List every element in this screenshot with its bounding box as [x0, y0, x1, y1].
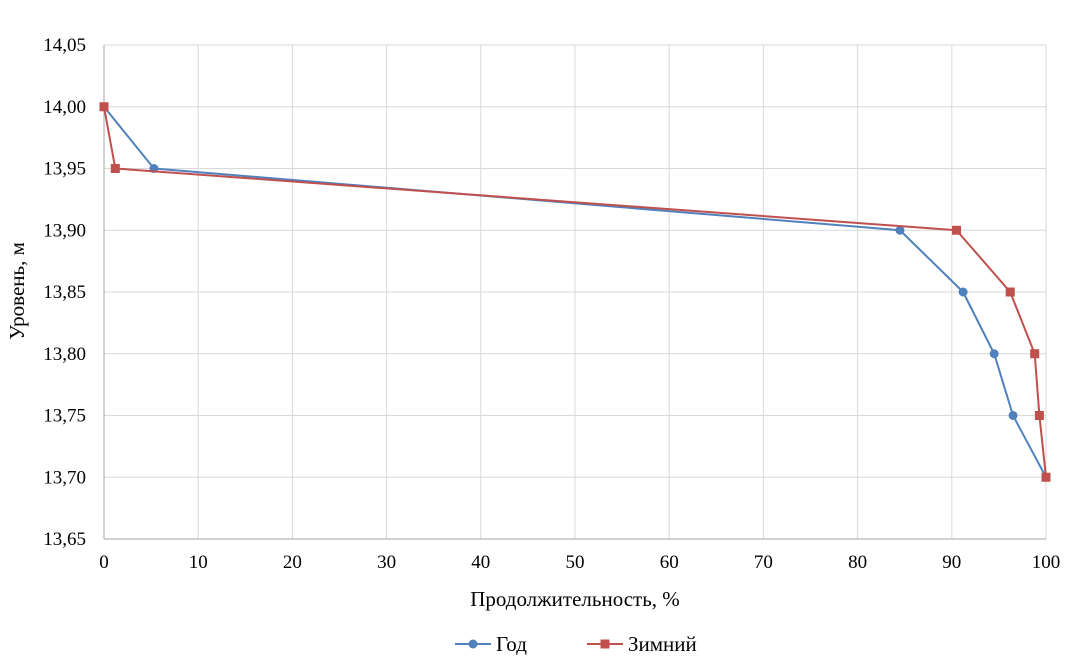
y-tick-label: 13,70	[43, 467, 86, 488]
x-tick-label: 90	[942, 552, 961, 573]
series-layer	[99, 102, 1051, 482]
legend: Год Зимний	[455, 632, 697, 656]
x-tick-label: 50	[566, 552, 585, 573]
series-2	[99, 102, 1051, 482]
data-point	[1041, 472, 1051, 482]
x-tick-label: 100	[1032, 552, 1061, 573]
y-tick-label: 14,00	[43, 97, 86, 118]
legend-item: Год	[455, 632, 527, 656]
x-tick-label: 70	[754, 552, 773, 573]
tick-label-layer: 13,65 13,70 13,75 13,80 13,85 13,90 13,95 14,00…	[43, 35, 1060, 573]
x-tick-label: 60	[660, 552, 679, 573]
x-tick-label: 20	[283, 552, 302, 573]
y-tick-label: 13,85	[43, 282, 86, 303]
data-point	[895, 225, 905, 235]
grid-layer	[104, 44, 1047, 539]
data-point	[1005, 287, 1015, 297]
y-tick-label: 13,80	[43, 344, 86, 365]
x-tick-label: 10	[189, 552, 208, 573]
x-tick-label: 0	[99, 552, 109, 573]
data-point	[110, 164, 120, 173]
y-tick-label: 13,65	[43, 529, 86, 550]
legend-label: Год	[496, 632, 527, 656]
legend-label: Зимний	[628, 632, 697, 656]
y-tick-label: 13,75	[43, 406, 86, 427]
data-point	[1008, 411, 1018, 420]
legend-item: Зимний	[587, 632, 697, 656]
x-tick-label: 30	[377, 552, 396, 573]
data-point	[1030, 349, 1040, 359]
y-tick-label: 14,05	[43, 35, 86, 56]
data-point	[1034, 411, 1044, 420]
x-axis-title: Продолжительность, %	[470, 587, 680, 611]
x-tick-label: 80	[848, 552, 867, 573]
data-point	[99, 102, 109, 112]
legend-marker	[600, 639, 610, 649]
data-point	[989, 349, 999, 359]
data-point	[952, 225, 962, 235]
y-axis-title: Уровень, м	[5, 242, 29, 340]
y-tick-label: 13,90	[43, 220, 86, 241]
y-tick-label: 13,95	[43, 159, 86, 180]
axis-layer	[103, 45, 1046, 540]
x-tick-label: 40	[471, 552, 490, 573]
legend-marker	[468, 639, 478, 649]
data-point	[958, 287, 968, 297]
